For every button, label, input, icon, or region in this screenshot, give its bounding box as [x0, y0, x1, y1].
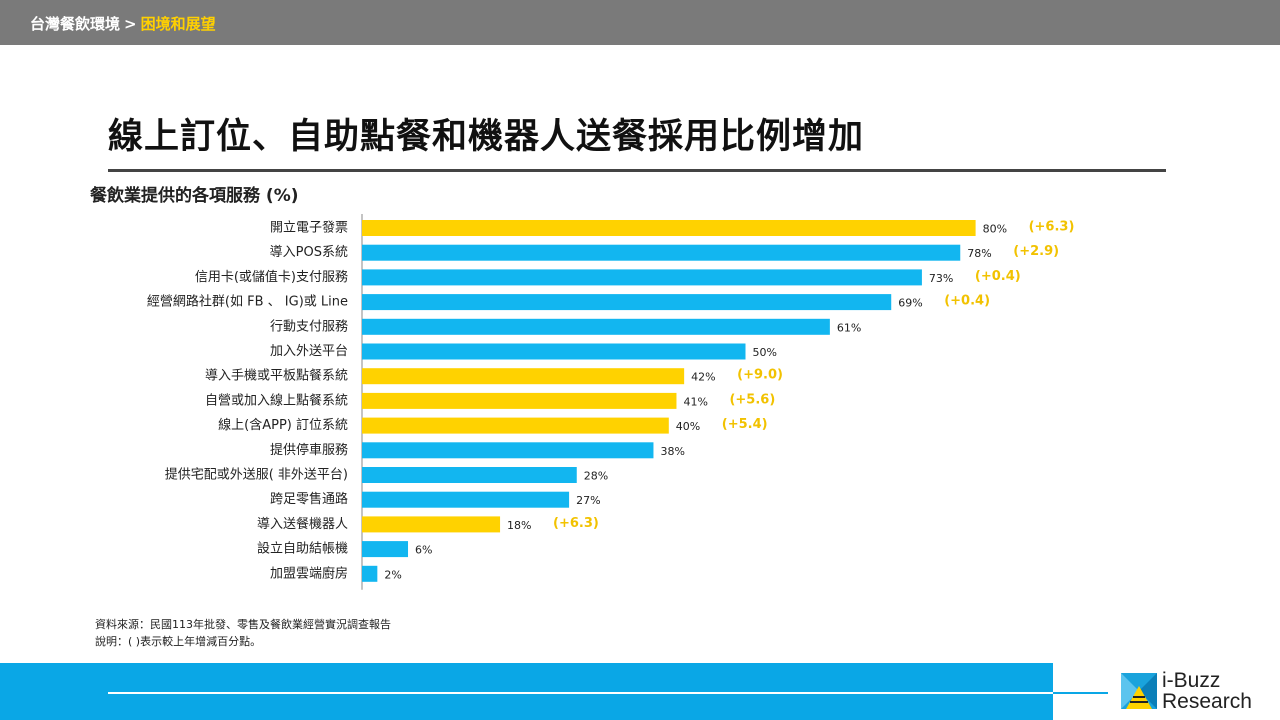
logo-line2: Research	[1162, 690, 1252, 713]
value-label: 6%	[415, 544, 432, 557]
category-label: 加盟雲端廚房	[270, 565, 348, 581]
page-title: 線上訂位、自助點餐和機器人送餐採用比例增加	[108, 117, 865, 157]
title-divider	[108, 169, 1166, 172]
bar	[362, 442, 654, 459]
chart-title: 餐飲業提供的各項服務 (%)	[90, 186, 299, 206]
bar	[362, 491, 570, 508]
bar	[362, 269, 922, 286]
change-label: (+6.3)	[1029, 220, 1075, 235]
category-label: 導入手機或平板點餐系統	[205, 368, 348, 384]
top-bar: 台灣餐飲環境 > 困境和展望	[0, 0, 1280, 45]
category-label: 自營或加入線上點餐系統	[205, 392, 348, 408]
value-label: 73%	[929, 272, 953, 285]
bar	[362, 220, 976, 236]
value-label: 41%	[683, 395, 707, 408]
change-label: (+0.4)	[944, 294, 990, 309]
change-label: (+2.9)	[1013, 244, 1059, 259]
value-label: 27%	[576, 494, 600, 507]
bar	[362, 541, 409, 558]
note-footnote: 說明：( )表示較上年增減百分點。	[95, 635, 262, 648]
value-label: 50%	[753, 346, 777, 359]
category-label: 行動支付服務	[270, 319, 348, 334]
value-label: 28%	[584, 470, 608, 483]
bar-chart: 開立電子發票 80% (+6.3) 導入POS系統 78% (+2.9) 信用卡(或儲值卡)…	[147, 214, 1075, 590]
source-footnote: 資料來源：民國113年批發、零售及餐飲業經營實況調查報告	[95, 618, 391, 631]
value-label: 40%	[676, 420, 700, 433]
ibuzz-logo-text: i-Buzz Research	[1162, 670, 1252, 712]
value-label: 42%	[691, 371, 715, 384]
value-label: 78%	[967, 247, 991, 260]
value-label: 38%	[660, 445, 684, 458]
bar	[362, 368, 685, 385]
change-label: (+0.4)	[975, 269, 1021, 284]
breadcrumb: 台灣餐飲環境 > 困境和展望	[30, 13, 216, 34]
bar	[362, 343, 746, 360]
category-label: 提供宅配或外送服( 非外送平台)	[165, 467, 348, 483]
category-label: 提供停車服務	[270, 442, 348, 458]
breadcrumb-current: 困境和展望	[140, 15, 216, 33]
category-label: 跨足零售通路	[270, 491, 348, 507]
footer-band	[0, 663, 1053, 720]
change-label: (+6.3)	[553, 516, 599, 531]
bar	[362, 244, 961, 261]
breadcrumb-section[interactable]: 台灣餐飲環境	[30, 15, 121, 33]
footer-line	[108, 692, 1053, 694]
bar	[362, 516, 501, 533]
change-label: (+5.4)	[722, 417, 768, 432]
change-label: (+5.6)	[729, 392, 775, 407]
category-label: 信用卡(或儲值卡)支付服務	[195, 269, 348, 285]
category-label: 導入POS系統	[270, 245, 348, 260]
bar	[362, 467, 577, 483]
category-label: 設立自助結帳機	[257, 541, 348, 557]
category-label: 導入送餐機器人	[257, 516, 348, 532]
value-label: 18%	[507, 519, 531, 532]
category-label: 經營網路社群(如 FB 、 IG)或 Line	[147, 294, 348, 310]
category-label: 加入外送平台	[270, 344, 348, 359]
bar	[362, 417, 669, 434]
value-label: 80%	[983, 223, 1007, 236]
value-label: 61%	[837, 321, 861, 334]
bar	[362, 318, 830, 335]
change-label: (+9.0)	[737, 368, 783, 383]
bar	[362, 294, 892, 311]
value-label: 69%	[898, 297, 922, 310]
category-label: 線上(含APP) 訂位系統	[218, 417, 348, 433]
logo-line1: i-Buzz	[1162, 669, 1221, 692]
bar	[362, 392, 677, 409]
ibuzz-logo-icon	[1121, 673, 1157, 709]
footer-line-extension	[1053, 692, 1108, 694]
bar	[362, 565, 378, 582]
breadcrumb-separator: >	[124, 15, 137, 33]
value-label: 2%	[384, 568, 401, 581]
category-label: 開立電子發票	[270, 221, 348, 236]
